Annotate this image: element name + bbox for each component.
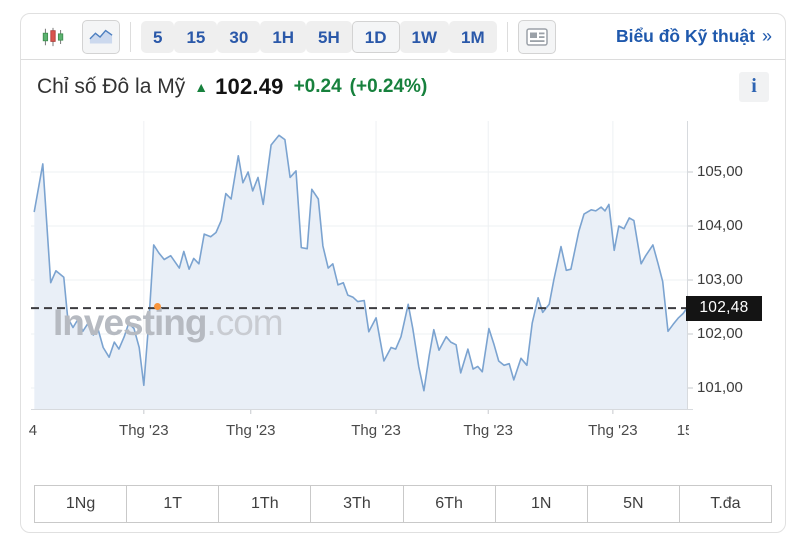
last-price: 102.49 (215, 73, 284, 99)
candlestick-chart-button[interactable] (34, 20, 72, 54)
price-change-percent: (+0.24%) (349, 75, 428, 97)
x-axis-label: Thg '23 (351, 422, 401, 439)
instrument-title: Chỉ số Đô la Mỹ (37, 74, 186, 98)
chart-toolbar: 5 15 30 1H 5H 1D 1W 1M Biểu đồ Kỹ thuật » (21, 14, 785, 60)
toolbar-divider (130, 21, 131, 52)
interval-15[interactable]: 15 (174, 20, 218, 53)
y-axis-label: 103,00 (697, 271, 743, 288)
area-chart-icon (89, 29, 113, 43)
interval-1d[interactable]: 1D (351, 20, 400, 53)
y-axis-label: 104,00 (697, 217, 743, 234)
interval-5h[interactable]: 5H (306, 20, 352, 53)
news-icon (525, 27, 548, 46)
x-axis-label: 15 (676, 422, 689, 439)
chart-area: Investing.com 105,00 104,00 103,00 102,00 10… (21, 113, 785, 445)
x-axis-labels: 4 Thg '23 Thg '23 Thg '23 Thg '23 Thg '23 15 (21, 422, 689, 442)
news-panel-button[interactable] (517, 19, 556, 54)
double-chevron-icon: » (761, 26, 772, 46)
interval-1w[interactable]: 1W (399, 20, 450, 53)
up-arrow-icon: ▲ (194, 78, 209, 95)
toolbar-divider (506, 21, 508, 52)
x-axis-label: Thg '23 (225, 422, 276, 439)
x-axis-label: Thg '23 (463, 422, 514, 439)
candlestick-icon (42, 27, 64, 46)
period-1th[interactable]: 1Th (218, 485, 312, 523)
x-axis-label: Thg '23 (588, 422, 638, 439)
period-range-selector: 1Ng 1T 1Th 3Th 6Th 1N 5N T.đa (34, 485, 772, 523)
interval-5[interactable]: 5 (141, 20, 175, 53)
price-chart-canvas[interactable] (31, 121, 701, 419)
investing-watermark: Investing.com (53, 302, 284, 343)
info-icon[interactable]: i (739, 71, 769, 102)
x-axis-label: Thg '23 (119, 422, 169, 439)
dxy-chart-widget: 5 15 30 1H 5H 1D 1W 1M Biểu đồ Kỹ thuật » Chỉ s… (20, 13, 786, 533)
technical-chart-link[interactable]: Biểu đồ Kỹ thuật » (616, 26, 772, 47)
y-axis-label: 101,00 (697, 379, 743, 396)
area-chart-button[interactable] (82, 19, 120, 54)
interval-1h[interactable]: 1H (260, 20, 307, 53)
period-1n[interactable]: 1N (494, 485, 588, 523)
period-tđa[interactable]: T.đa (678, 485, 772, 523)
period-1ng[interactable]: 1Ng (34, 485, 128, 523)
x-axis-label: 4 (28, 422, 38, 439)
technical-chart-link-label: Biểu đồ Kỹ thuật (615, 26, 755, 46)
period-3th[interactable]: 3Th (310, 485, 404, 523)
period-6th[interactable]: 6Th (402, 485, 496, 523)
y-axis-label: 102,00 (697, 325, 743, 342)
y-axis-label: 105,00 (697, 163, 743, 180)
current-price-badge: 102,48 (686, 295, 762, 321)
period-1t[interactable]: 1T (126, 485, 220, 523)
interval-selector: 5 15 30 1H 5H 1D 1W 1M (141, 20, 497, 53)
quote-header: Chỉ số Đô la Mỹ ▲ 102.49 +0.24 (+0.24%) … (21, 60, 785, 113)
interval-30[interactable]: 30 (217, 20, 261, 53)
price-change: +0.24 (293, 75, 342, 97)
interval-1m[interactable]: 1M (449, 20, 497, 53)
period-5n[interactable]: 5N (586, 485, 680, 523)
